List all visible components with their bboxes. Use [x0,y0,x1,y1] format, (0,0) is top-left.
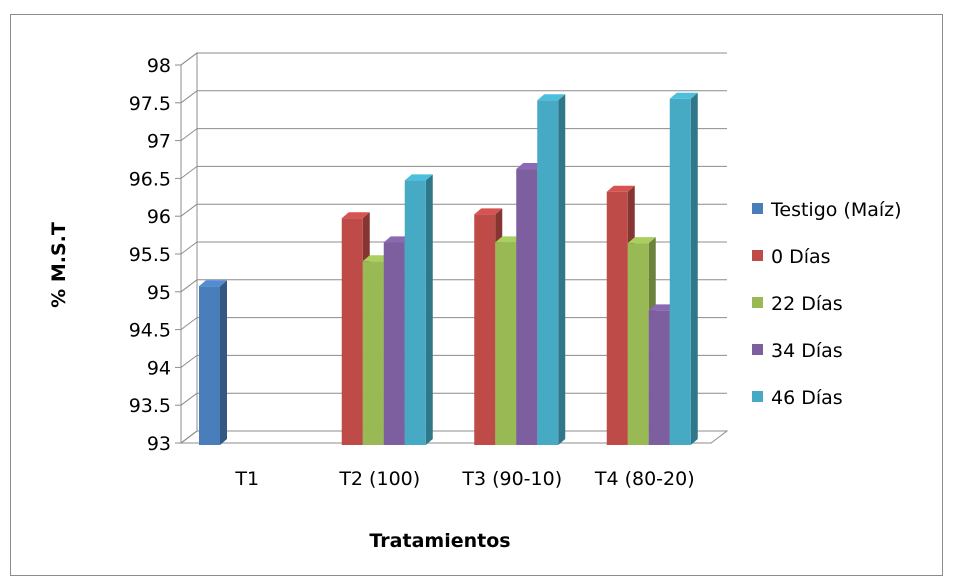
gridline-diagonal [180,128,198,141]
bar-side [220,280,227,445]
bar-side [690,92,698,445]
legend-swatch [752,297,763,308]
x-category-label: T3 (90-10) [461,468,562,490]
x-category-label: T1 [234,468,259,490]
bar [495,242,517,445]
bar-top [341,212,370,219]
bar [341,218,363,445]
bar-chart: 93 93.5 94 94.5 95 95.5 96 96.5 97 97.5 98 T1 T2 (1… [48,52,902,552]
x-axis-title: Tratamientos [369,530,510,552]
y-tick-labels: 93 93.5 94 94.5 95 95.5 96 96.5 97 97.5 98 [129,55,171,455]
bar [199,286,220,445]
legend-swatch [752,391,763,402]
y-tick-label: 95 [147,282,171,304]
y-tick-label: 95.5 [129,244,171,266]
gridline-diagonal [180,90,198,104]
y-axis-title: % M.S.T [48,222,70,308]
y-tick-label: 96 [147,206,171,228]
gridline-diagonal [180,430,198,444]
bar-top [669,92,698,99]
gridline-diagonal [180,317,198,331]
bar-top [627,237,656,244]
bar-side [425,174,433,445]
x-category-labels: T1 T2 (100) T3 (90-10) T4 (80-20) [234,468,694,490]
legend: Testigo (Maíz) 0 Días 22 Días 34 Días 46 Día… [752,199,902,409]
bar [537,100,559,445]
bar [383,242,405,445]
y-tick-label: 93 [147,433,171,455]
bar [627,243,649,445]
y-tick-label: 93.5 [129,395,171,417]
bar [404,180,426,445]
bar-side [558,94,566,445]
legend-label: 0 Días [771,246,831,268]
legend-swatch [752,250,763,261]
bar-top [199,280,227,287]
bar-top [537,94,566,101]
bar [362,261,384,445]
gridline-diagonal [180,165,198,179]
gridline-diagonal [180,354,198,368]
legend-label: 46 Días [771,387,843,409]
legend-label: Testigo (Maíz) [770,199,902,221]
gridline-diagonal [180,279,198,293]
bar [648,310,670,445]
y-tick-label: 96.5 [129,168,171,190]
bars-layer [199,92,698,446]
bar [606,191,628,445]
y-tick-label: 94 [147,357,171,379]
y-tick-label: 97.5 [129,93,171,115]
gridline-diagonal [180,52,198,66]
gridline-diagonal [180,203,198,217]
chart-frame: 93 93.5 94 94.5 95 95.5 96 96.5 97 97.5 98 T1 T2 (1… [10,14,943,576]
bar-top [474,208,503,215]
bar [474,214,496,445]
y-tick-label: 98 [147,55,171,77]
gridline-diagonal [180,241,198,255]
legend-swatch [752,344,763,355]
y-tick-label: 94.5 [129,320,171,342]
bar [669,98,691,445]
legend-label: 22 Días [771,293,843,315]
gridline-diagonal [180,392,198,406]
y-tick-label: 97 [147,131,171,153]
legend-label: 34 Días [771,340,843,362]
x-category-label: T4 (80-20) [594,468,695,490]
bar-top [404,174,433,181]
bar-top [606,185,635,192]
legend-swatch [752,203,763,214]
bar [516,169,538,445]
x-category-label: T2 (100) [338,468,420,490]
